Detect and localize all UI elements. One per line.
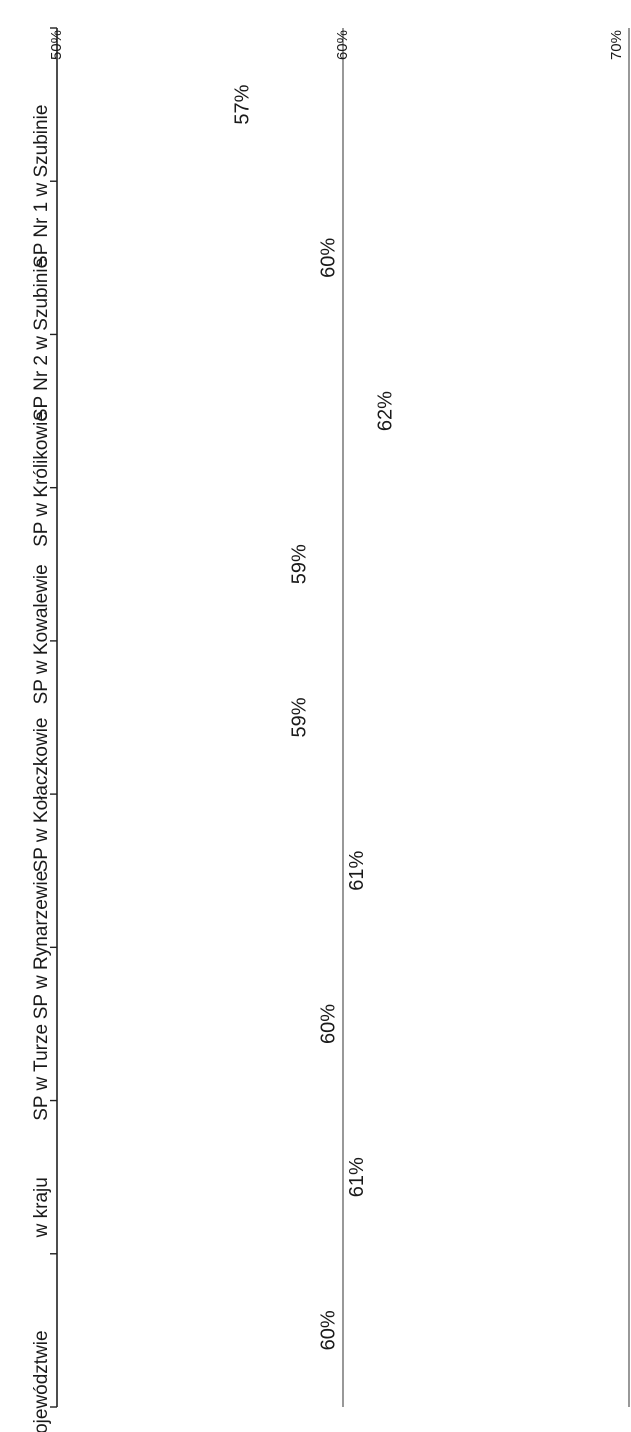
data-label: 60% — [317, 1004, 339, 1044]
gridlines — [342, 28, 630, 1407]
category-label: w kraju — [31, 1177, 52, 1238]
category-label: SP w Rynarzewie — [31, 871, 52, 1020]
category-label: SP w Królikowie — [31, 411, 52, 547]
axis-tick-label: 60% — [334, 30, 351, 60]
data-label: 59% — [289, 697, 311, 737]
axis-tick-label: 70% — [608, 30, 625, 60]
labels: 57% 60% 62% 59% 59% 61% 60% 61% 60% SP Nr 1 w Szu… — [31, 30, 625, 1432]
category-label: w województwie — [31, 1330, 52, 1432]
category-label: SP w Turze — [31, 1024, 52, 1121]
category-label: SP w Kowalewie — [31, 564, 52, 704]
category-label: SP Nr 2 w Szubinie — [31, 258, 52, 421]
data-label: 57% — [231, 84, 253, 124]
axes — [50, 27, 58, 1408]
data-label: 60% — [317, 238, 339, 278]
data-label: 61% — [346, 1157, 368, 1197]
data-label: 61% — [346, 850, 368, 890]
data-label: 60% — [317, 1310, 339, 1350]
axis-tick-label: 50% — [48, 30, 65, 60]
category-label: SP Nr 1 w Szubinie — [31, 105, 52, 268]
category-label: SP w Kołaczkowie — [31, 718, 52, 873]
data-label: 62% — [374, 391, 396, 431]
data-label: 59% — [289, 544, 311, 584]
